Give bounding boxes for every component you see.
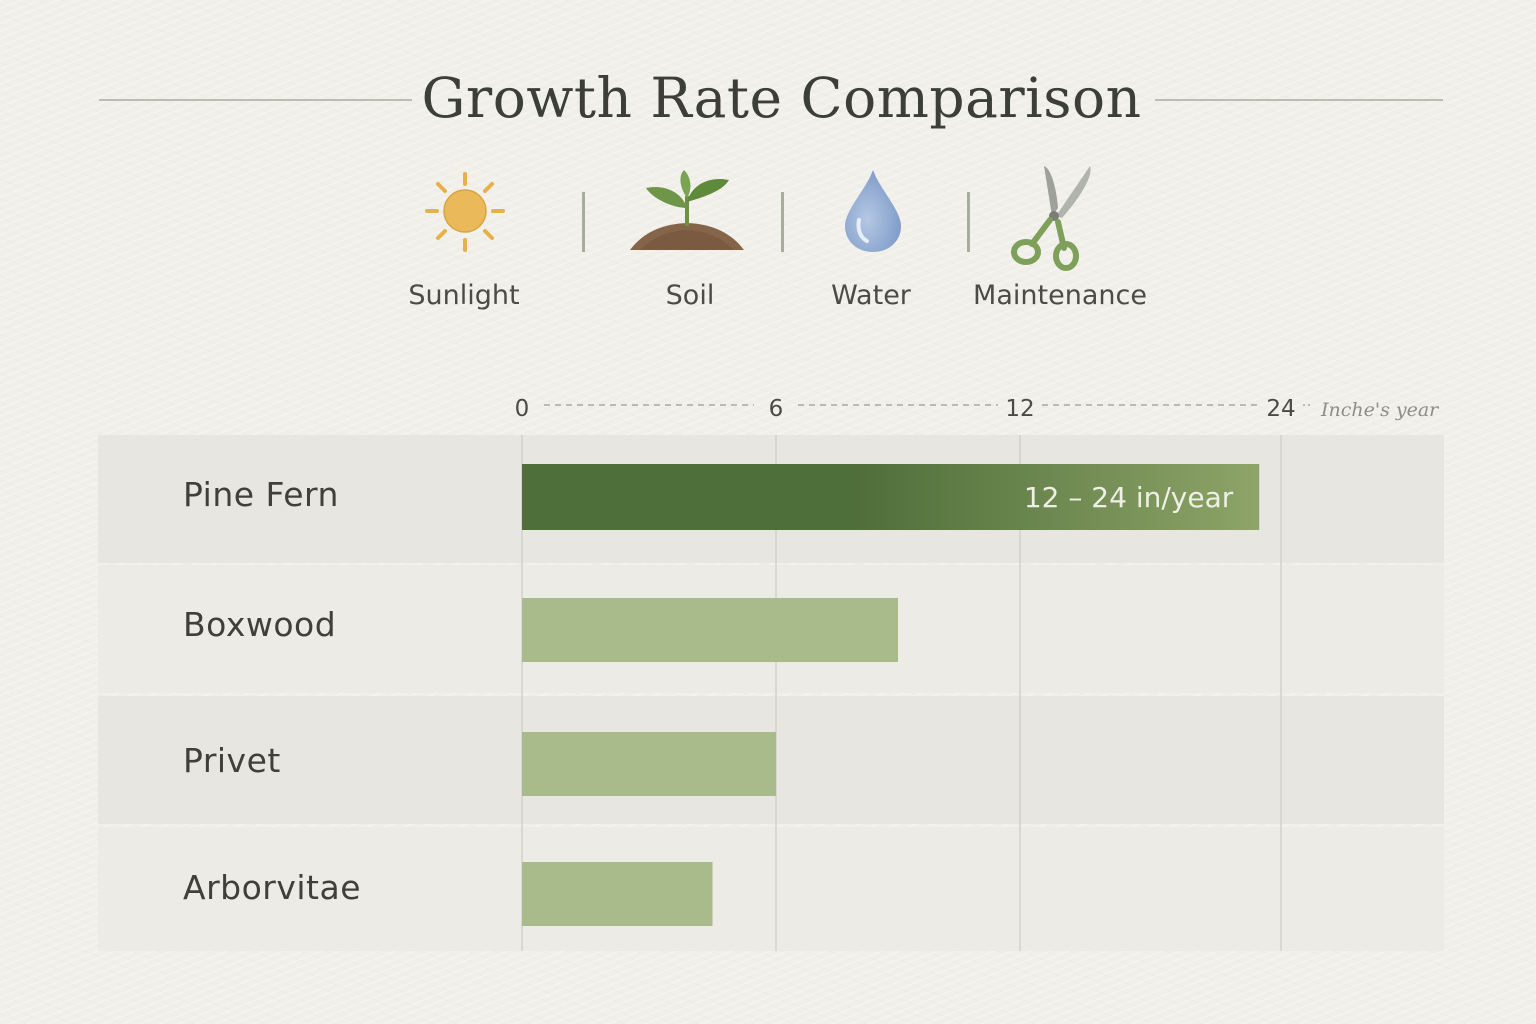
water-drop-icon	[843, 168, 903, 258]
title-rule-left	[99, 99, 412, 101]
water-label: Water	[831, 280, 911, 311]
icon-separator	[781, 192, 784, 252]
category-label-boxwood: Boxwood	[183, 605, 337, 644]
maintenance-label: Maintenance	[973, 280, 1147, 311]
bar-arborvitae	[522, 862, 713, 926]
sun-icon	[423, 170, 507, 258]
icon-separator	[582, 192, 585, 252]
bar-privet	[522, 732, 776, 796]
pruning-shears-icon	[1006, 160, 1098, 276]
bar-boxwood	[522, 598, 898, 662]
chart-title: Growth Rate Comparison	[421, 66, 1142, 130]
bar-pine-fern	[522, 464, 1260, 530]
sprout-icon	[630, 168, 744, 256]
soil-label: Soil	[665, 280, 715, 311]
icon-separator	[967, 192, 970, 252]
bar-value-label: 12 – 24 in/year	[1024, 481, 1234, 514]
x-tick-label: 24	[1266, 396, 1295, 422]
category-label-privet: Privet	[183, 741, 281, 780]
x-tick-label: 6	[769, 396, 784, 422]
category-label-pine-fern: Pine Fern	[183, 475, 339, 514]
category-label-arborvitae: Arborvitae	[183, 868, 362, 907]
row-band	[98, 827, 1444, 951]
title-rule-right	[1155, 99, 1443, 101]
x-tick-label: 0	[515, 396, 530, 422]
x-tick-label: 12	[1005, 396, 1034, 422]
sunlight-label: Sunlight	[408, 280, 520, 311]
x-axis-unit-label: Inche's year	[1320, 399, 1440, 421]
